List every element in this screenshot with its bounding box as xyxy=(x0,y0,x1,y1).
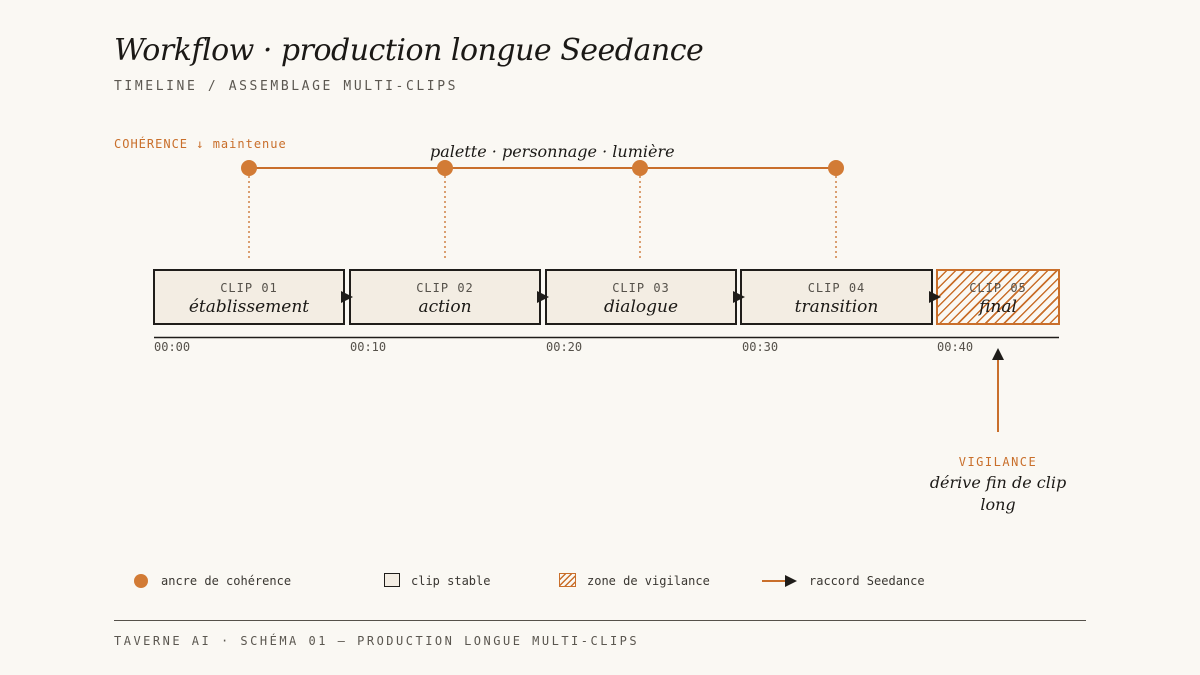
clip-02: CLIP 02 action xyxy=(349,269,541,325)
clip-name: dialogue xyxy=(603,297,679,317)
page-title: Workflow · production longue Seedance xyxy=(114,33,704,68)
timeline-tick: 00:40 xyxy=(937,340,974,354)
coherence-label: COHÉRENCE ↓ maintenue xyxy=(114,137,287,151)
timeline-tick: 00:30 xyxy=(742,340,779,354)
vigilance-description: dérive fin de clip long xyxy=(929,473,1067,514)
legend-raccord-label: raccord Seedance xyxy=(809,574,925,588)
legend-vigilance-label: zone de vigilance xyxy=(587,574,710,588)
raccord-arrow-icon xyxy=(341,291,353,303)
timeline-tick: 00:20 xyxy=(546,340,583,354)
clip-number: CLIP 01 xyxy=(220,281,278,295)
raccord-arrow-icon xyxy=(537,291,549,303)
clip-name: action xyxy=(418,297,472,317)
legend-anchor-label: ancre de cohérence xyxy=(161,574,292,588)
clip-number: CLIP 05 xyxy=(969,281,1027,295)
clip-05-vigilance: CLIP 05 final xyxy=(936,269,1060,325)
clip-number: CLIP 02 xyxy=(416,281,474,295)
vigilance-label: VIGILANCE xyxy=(958,455,1038,469)
raccord-arrow-icon xyxy=(733,291,745,303)
vigilance-arrowhead-icon xyxy=(992,348,1004,360)
clip-04: CLIP 04 transition xyxy=(740,269,933,325)
coherence-caption: palette · personnage · lumière xyxy=(430,142,675,161)
clip-name: transition xyxy=(794,297,879,317)
legend-anchor-icon xyxy=(134,574,148,588)
coherence-anchor-4 xyxy=(828,160,844,176)
legend-stable-icon xyxy=(384,573,400,587)
clip-number: CLIP 04 xyxy=(807,281,866,295)
coherence-anchor-2 xyxy=(437,160,453,176)
clip-03: CLIP 03 dialogue xyxy=(545,269,737,325)
coherence-anchor-3 xyxy=(632,160,648,176)
clip-number: CLIP 03 xyxy=(612,281,670,295)
legend-raccord-icon xyxy=(762,575,797,587)
footer-text: TAVERNE AI · SCHÉMA 01 — PRODUCTION LONG… xyxy=(114,634,640,648)
raccord-arrow-icon xyxy=(929,291,941,303)
clip-name: final xyxy=(979,297,1017,317)
clip-name: établissement xyxy=(188,297,310,317)
legend-vigilance-icon xyxy=(559,573,576,587)
coherence-anchor-1 xyxy=(241,160,257,176)
legend-stable-label: clip stable xyxy=(411,574,491,588)
clip-01: CLIP 01 établissement xyxy=(153,269,345,325)
timeline-tick: 00:00 xyxy=(154,340,191,354)
timeline-tick: 00:10 xyxy=(350,340,387,354)
page-subtitle: TIMELINE / ASSEMBLAGE MULTI-CLIPS xyxy=(114,79,459,94)
